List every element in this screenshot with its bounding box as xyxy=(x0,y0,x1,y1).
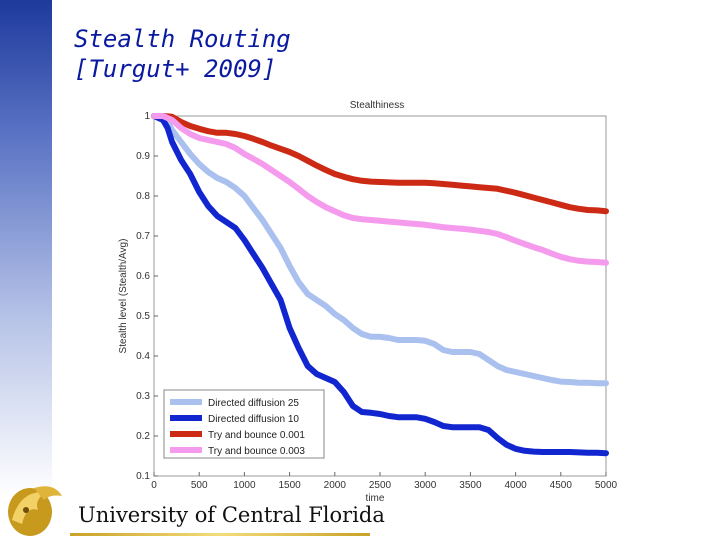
x-tick-label: 2500 xyxy=(369,480,392,491)
x-tick-label: 0 xyxy=(151,480,157,491)
left-gradient-band xyxy=(0,0,52,540)
y-tick-label: 0.9 xyxy=(136,151,150,162)
y-tick-label: 0.2 xyxy=(136,431,150,442)
x-tick-label: 4500 xyxy=(550,480,573,491)
y-tick-label: 0.5 xyxy=(136,311,150,322)
x-tick-label: 2000 xyxy=(324,480,347,491)
y-tick-label: 1 xyxy=(144,111,150,122)
pegasus-logo-icon xyxy=(8,486,62,536)
series-line-1 xyxy=(151,113,609,387)
x-tick-label: 1500 xyxy=(278,480,301,491)
chart-title: Stealthiness xyxy=(350,100,404,111)
footer-university-name: University of Central Florida xyxy=(78,503,385,527)
x-tick-label: 3500 xyxy=(459,480,482,491)
legend-label-1: Directed diffusion 25 xyxy=(208,398,299,409)
x-axis-label: time xyxy=(366,493,385,504)
x-tick-label: 4000 xyxy=(504,480,527,491)
x-tick-label: 3000 xyxy=(414,480,437,491)
series-line-3 xyxy=(151,113,609,215)
y-tick-label: 0.3 xyxy=(136,391,150,402)
legend-label-2: Directed diffusion 10 xyxy=(208,414,299,425)
y-tick-label: 0.4 xyxy=(136,351,150,362)
legend: Directed diffusion 25 Directed diffusion … xyxy=(163,389,325,459)
y-tick-label: 0.1 xyxy=(136,471,150,482)
x-tick-label: 5000 xyxy=(595,480,618,491)
slide-title: Stealth Routing [Turgut+ 2009] xyxy=(74,24,291,84)
axis-ticks: 0 500 1000 1500 2000 2500 3000 3500 4000 4500 5000… xyxy=(136,111,617,491)
x-tick-label: 1000 xyxy=(233,480,256,491)
series-lines xyxy=(151,113,609,457)
slide-title-line-2: [Turgut+ 2009] xyxy=(74,55,277,83)
stealthiness-line-chart: Stealthiness time Stealth level (Stealth… xyxy=(118,100,618,504)
legend-label-3: Try and bounce 0.001 xyxy=(208,430,305,441)
x-tick-label: 500 xyxy=(191,480,208,491)
y-axis-label: Stealth level (Stealth/Avg) xyxy=(118,239,129,354)
y-tick-label: 0.7 xyxy=(136,231,150,242)
footer-gold-line xyxy=(70,533,370,536)
slide-title-line-1: Stealth Routing xyxy=(74,25,291,53)
y-tick-label: 0.6 xyxy=(136,271,150,282)
series-line-2 xyxy=(151,113,609,457)
series-line-4 xyxy=(151,113,609,266)
legend-label-4: Try and bounce 0.003 xyxy=(208,446,305,457)
y-tick-label: 0.8 xyxy=(136,191,150,202)
